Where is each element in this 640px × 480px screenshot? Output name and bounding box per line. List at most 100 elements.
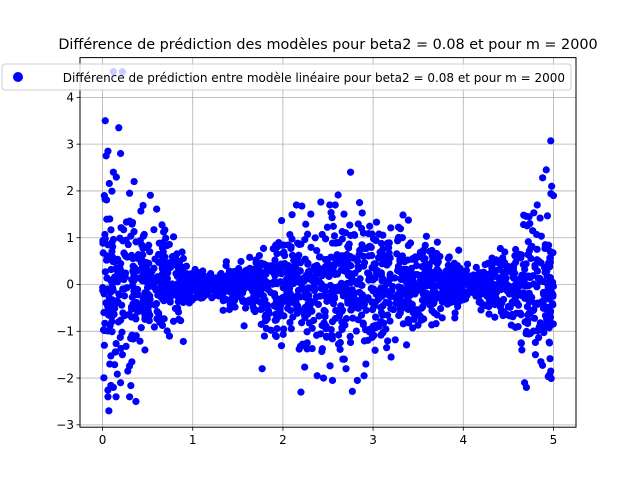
scatter-point (177, 280, 185, 288)
scatter-point (246, 253, 254, 261)
scatter-point (307, 210, 315, 218)
scatter-point (425, 264, 433, 272)
scatter-point (278, 296, 287, 304)
scatter-point (298, 202, 306, 210)
scatter-point (358, 291, 367, 299)
scatter-point (495, 259, 503, 268)
scatter-point (533, 230, 541, 239)
y-tick-label: 3 (66, 137, 74, 151)
y-tick-label: 1 (66, 231, 74, 245)
scatter-point (541, 244, 549, 253)
scatter-point (292, 292, 300, 300)
x-tick-label: 1 (189, 433, 197, 447)
scatter-point (535, 257, 543, 265)
scatter-point (220, 278, 228, 287)
scatter-point (409, 275, 417, 283)
scatter-point (231, 289, 239, 297)
scatter-point (397, 275, 405, 284)
scatter-point (336, 345, 344, 353)
scatter-point (337, 279, 346, 287)
scatter-point (113, 267, 121, 275)
scatter-point (281, 251, 289, 260)
scatter-point (303, 230, 312, 238)
scatter-point (379, 311, 387, 319)
scatter-point (161, 226, 169, 234)
scatter-point (301, 363, 309, 371)
scatter-point (235, 264, 243, 273)
scatter-point (245, 296, 253, 304)
scatter-point (415, 310, 423, 318)
scatter-point (106, 215, 114, 223)
scatter-point (139, 294, 147, 303)
scatter-point (432, 294, 440, 302)
scatter-point (112, 339, 120, 348)
scatter-point (295, 240, 303, 249)
scatter-point (271, 292, 279, 300)
scatter-point (334, 191, 342, 199)
scatter-point (327, 209, 335, 217)
scatter-point (311, 234, 319, 242)
scatter-point (128, 276, 136, 284)
scatter-point (137, 207, 145, 215)
scatter-point (417, 304, 426, 312)
scatter-point (124, 367, 132, 375)
scatter-point (256, 298, 265, 307)
scatter-point (325, 272, 333, 280)
scatter-point (271, 331, 280, 339)
scatter-point (420, 315, 428, 323)
scatter-point (153, 315, 161, 323)
scatter-point (139, 308, 147, 316)
scatter-point (331, 201, 339, 209)
scatter-point (139, 258, 148, 266)
scatter-point (305, 274, 313, 282)
legend-box (1, 63, 572, 91)
scatter-point (332, 306, 340, 314)
scatter-point (359, 252, 367, 260)
y-tick-label: 2 (66, 184, 74, 198)
scatter-point (369, 235, 378, 243)
scatter-point (100, 192, 108, 200)
scatter-point (364, 336, 372, 344)
scatter-point (313, 372, 321, 380)
scatter-point (428, 306, 436, 315)
scatter-point (356, 280, 364, 289)
scatter-point (342, 365, 350, 373)
scatter-point (292, 261, 300, 270)
scatter-point (180, 297, 188, 306)
scatter-point (101, 117, 109, 125)
scatter-point (326, 362, 334, 370)
scatter-point (397, 305, 406, 313)
scatter-point (422, 282, 430, 290)
scatter-point (179, 337, 187, 346)
scatter-point (284, 304, 292, 312)
scatter-point (264, 301, 272, 309)
scatter-point (376, 248, 384, 256)
scatter-point (116, 149, 125, 158)
scatter-point (278, 216, 286, 225)
scatter-point (151, 301, 159, 309)
scatter-point (116, 379, 125, 387)
scatter-point (191, 265, 199, 274)
plot-area-frame (79, 57, 577, 428)
scatter-point (338, 235, 346, 243)
scatter-point (107, 285, 115, 294)
scatter-point (462, 266, 471, 275)
scatter-point (141, 243, 149, 252)
scatter-point (546, 355, 554, 363)
scatter-point (438, 314, 446, 322)
y-tick-label: 0 (66, 278, 74, 292)
scatter-point (297, 388, 305, 396)
scatter-point (359, 300, 367, 308)
scatter-point (524, 251, 532, 259)
y-tick-label: −1 (56, 324, 74, 338)
scatter-point (492, 266, 500, 274)
scatter-point (366, 222, 374, 230)
scatter-point (241, 304, 250, 312)
scatter-point (104, 393, 112, 401)
scatter-point (340, 210, 348, 218)
scatter-point (366, 275, 374, 284)
legend-label: Différence de prédiction entre modèle li… (63, 71, 565, 85)
scatter-point (141, 289, 149, 297)
scatter-point (383, 255, 391, 263)
scatter-point (174, 308, 183, 316)
